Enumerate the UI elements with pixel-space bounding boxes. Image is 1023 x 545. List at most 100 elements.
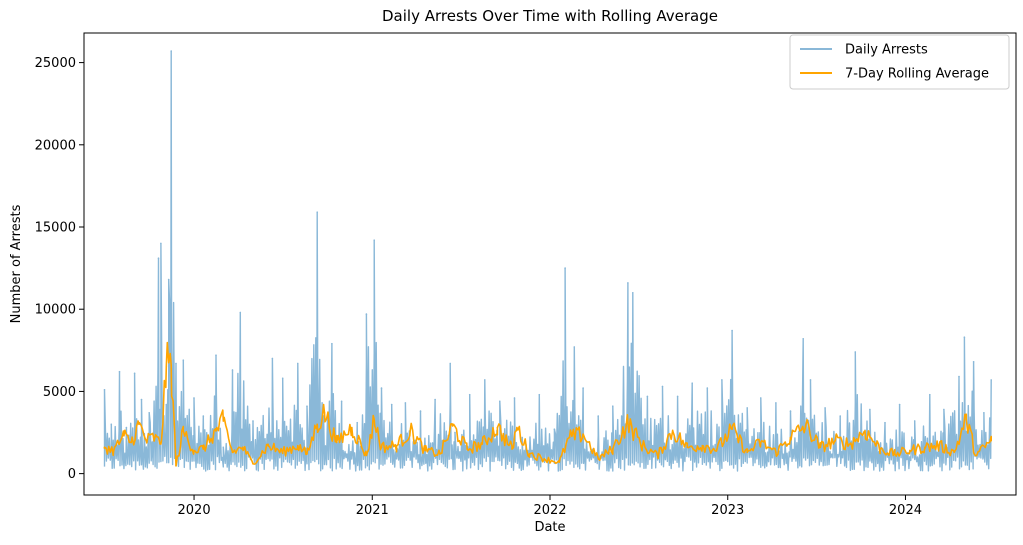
rolling-average-point: [894, 453, 896, 455]
daily-arrests-point: [175, 362, 177, 365]
daily-arrests-point: [646, 395, 649, 398]
rolling-average-point: [731, 428, 733, 431]
daily-arrests-point: [321, 402, 323, 404]
daily-arrests-point: [148, 412, 150, 414]
rolling-average-point: [953, 451, 955, 454]
rolling-average-point: [380, 446, 383, 449]
legend-rolling-average-label: 7-Day Rolling Average: [845, 67, 989, 82]
daily-arrests-point: [775, 402, 777, 404]
daily-arrests-point: [160, 242, 162, 245]
daily-arrests-line: [103, 50, 992, 472]
x-tick-label: 2021: [356, 503, 389, 518]
daily-arrests-point: [898, 403, 901, 406]
x-tick-label: 2024: [889, 503, 922, 518]
rolling-average-point: [746, 451, 748, 454]
rolling-average-point: [123, 435, 125, 437]
rolling-average-point: [297, 444, 299, 447]
rolling-average-point: [627, 421, 629, 424]
rolling-average-point: [775, 451, 777, 454]
rolling-average-point: [804, 425, 807, 427]
daily-arrests-series: [103, 50, 992, 472]
daily-arrests-point: [538, 393, 541, 396]
daily-arrests-point: [721, 379, 723, 381]
rolling-average-point: [267, 444, 269, 447]
rolling-average-point: [496, 426, 499, 429]
rolling-average-point: [965, 418, 968, 421]
daily-arrests-point: [990, 379, 992, 381]
rolling-average-point: [112, 449, 115, 452]
rolling-average-point: [439, 453, 441, 455]
rolling-average-point: [335, 441, 338, 444]
x-axis-title: Date: [534, 520, 565, 535]
daily-arrests-point: [157, 257, 160, 260]
daily-arrests-point: [356, 421, 359, 424]
daily-arrests-point: [365, 313, 368, 315]
daily-arrests-point: [731, 329, 733, 332]
rolling-average-point: [215, 430, 217, 432]
rolling-average-point: [528, 453, 531, 455]
rolling-average-point: [193, 449, 195, 452]
x-tick-label: 2020: [178, 503, 211, 518]
daily-arrests-point: [564, 267, 566, 269]
daily-arrests-point: [824, 407, 826, 409]
daily-arrests-point: [499, 400, 501, 403]
daily-arrests-point: [373, 239, 376, 241]
daily-arrests-point: [239, 311, 242, 314]
rolling-average-point: [160, 443, 162, 445]
rolling-average-point: [316, 423, 319, 426]
rolling-average-point: [543, 458, 545, 460]
daily-arrests-point: [110, 423, 113, 426]
daily-arrests-point: [340, 400, 343, 403]
daily-arrests-point: [167, 278, 170, 281]
rolling-average-point: [365, 454, 368, 457]
daily-arrests-point: [661, 385, 664, 388]
daily-arrests-point: [271, 357, 274, 360]
rolling-average-point: [612, 448, 614, 450]
rolling-average-point: [395, 444, 398, 447]
daily-arrests-point: [627, 282, 629, 284]
rolling-average-point: [323, 412, 326, 414]
rolling-average-point: [582, 433, 584, 436]
daily-arrests-point: [170, 50, 172, 52]
daily-arrests-point: [839, 415, 841, 417]
daily-arrests-point: [760, 397, 762, 399]
daily-arrests-point: [809, 379, 812, 381]
daily-arrests-point: [632, 292, 634, 294]
rolling-average-point: [516, 426, 518, 429]
plot-area-frame: [83, 32, 1017, 496]
daily-arrests-point: [789, 410, 792, 412]
rolling-average-point: [671, 430, 674, 432]
rolling-average-line: [103, 341, 992, 467]
daily-arrests-point: [746, 407, 748, 409]
daily-arrests-point: [202, 415, 205, 417]
rolling-average-point: [511, 448, 513, 450]
rolling-average-point: [789, 436, 792, 439]
daily-arrests-point: [133, 372, 136, 375]
rolling-average-point: [182, 430, 185, 432]
legend: Daily Arrests 7-Day Rolling Average: [789, 34, 1010, 90]
rolling-average-point: [165, 366, 168, 368]
daily-arrests-point: [983, 412, 985, 414]
rolling-average-point: [252, 463, 254, 465]
daily-arrests-point: [419, 410, 422, 412]
rolling-average-point: [138, 423, 140, 426]
daily-arrests-point: [597, 415, 599, 417]
daily-arrests-point: [573, 346, 576, 348]
daily-arrests-point: [802, 338, 804, 340]
rolling-average-series: [103, 341, 992, 467]
rolling-average-point: [222, 420, 225, 422]
daily-arrests-point: [691, 382, 693, 385]
daily-arrests-point: [943, 408, 945, 411]
rolling-average-point: [451, 425, 454, 427]
y-tick-label: 10000: [35, 303, 76, 318]
daily-arrests-point: [582, 387, 584, 389]
daily-arrests-point: [434, 398, 436, 401]
daily-arrests-point: [513, 397, 516, 399]
rolling-average-point: [938, 444, 940, 447]
y-tick-label: 20000: [35, 138, 76, 153]
daily-arrests-point: [222, 446, 225, 449]
daily-arrests-point: [958, 375, 960, 378]
rolling-average-point: [373, 418, 376, 421]
daily-arrests-point: [963, 336, 966, 339]
